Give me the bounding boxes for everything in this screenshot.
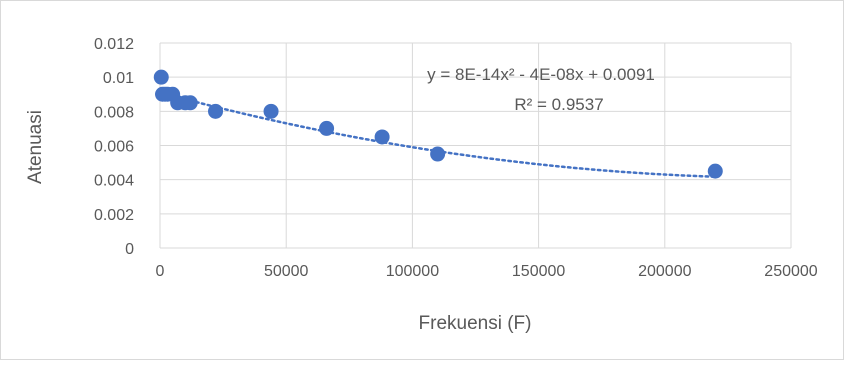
x-tick-label: 200000 <box>638 263 691 280</box>
data-point <box>707 163 723 179</box>
y-tick-label: 0.012 <box>94 36 134 53</box>
y-tick-label: 0.006 <box>94 139 134 156</box>
x-tick-label: 150000 <box>512 263 565 280</box>
data-point <box>182 95 198 111</box>
y-tick-label: 0.008 <box>94 104 134 121</box>
y-tick-label: 0 <box>125 241 134 258</box>
data-point <box>319 120 335 136</box>
data-point <box>208 103 224 119</box>
y-axis-title: Atenuasi <box>25 110 46 184</box>
data-point <box>263 103 279 119</box>
data-point <box>430 146 446 162</box>
y-axis-ticks: 0 0.002 0.004 0.006 0.008 0.01 0.012 <box>94 36 134 258</box>
y-tick-label: 0.01 <box>103 70 134 87</box>
x-tick-label: 100000 <box>386 263 439 280</box>
x-tick-label: 50000 <box>264 263 309 280</box>
y-tick-label: 0.002 <box>94 207 134 224</box>
data-point <box>374 129 390 145</box>
r-squared-label: R² = 0.9537 <box>514 95 603 114</box>
x-tick-label: 0 <box>156 263 165 280</box>
trendline-layer <box>160 91 717 178</box>
x-axis-ticks: 0 50000 100000 150000 200000 250000 <box>156 263 818 280</box>
y-tick-label: 0.004 <box>94 173 134 190</box>
trendline-curve <box>160 91 717 178</box>
x-axis-title: Frekuensi (F) <box>419 313 532 334</box>
x-tick-label: 250000 <box>764 263 817 280</box>
data-point <box>153 69 169 85</box>
trendline-equation: y = 8E-14x² - 4E-08x + 0.0091 <box>427 65 655 84</box>
data-points <box>153 69 723 179</box>
